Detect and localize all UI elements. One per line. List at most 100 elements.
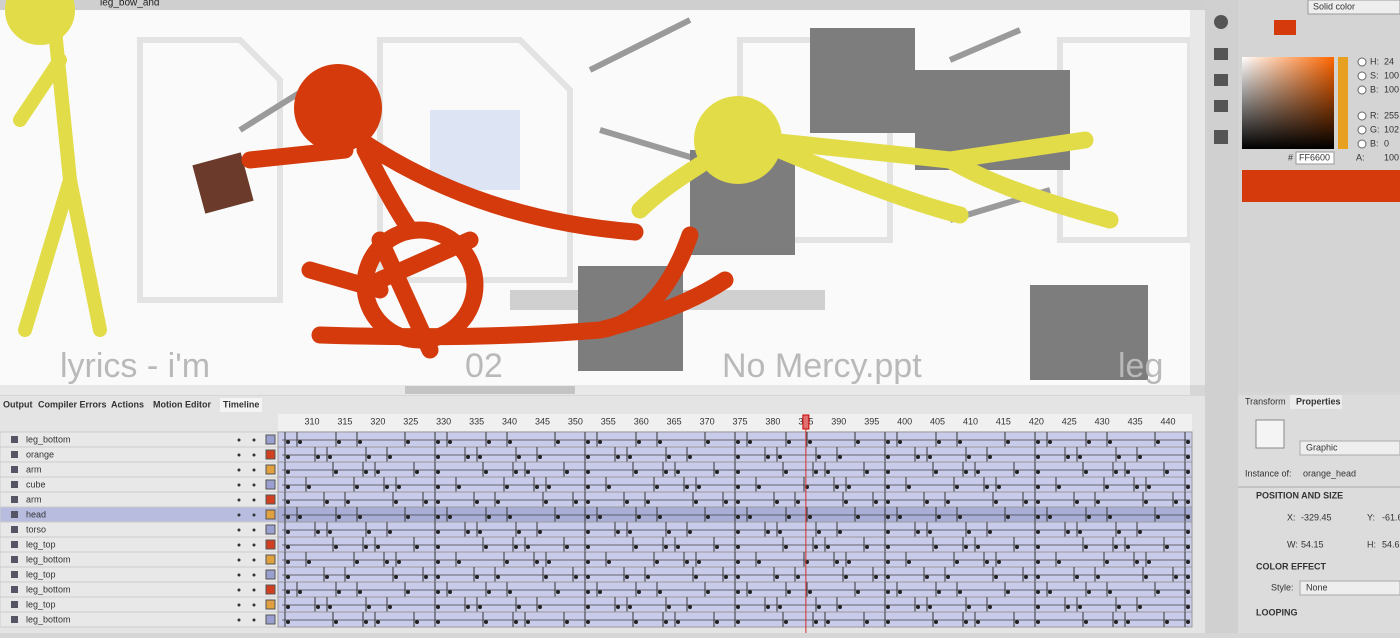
tab[interactable]: Properties	[1296, 396, 1341, 406]
section-title[interactable]: COLOR EFFECT	[1256, 561, 1326, 571]
tab[interactable]: Compiler Errors	[38, 399, 107, 409]
outline-box[interactable]	[265, 434, 276, 445]
layer-name[interactable]: leg_bottom	[26, 434, 71, 444]
lock-dot[interactable]	[252, 498, 256, 502]
scroll-thumb[interactable]	[405, 386, 575, 394]
outline-box[interactable]	[265, 584, 276, 595]
layer-name[interactable]: cube	[26, 479, 46, 489]
field-value[interactable]: 255	[1384, 110, 1399, 120]
outline-box[interactable]	[265, 509, 276, 520]
visibility-dot[interactable]	[237, 558, 241, 562]
scrollbar[interactable]	[1190, 10, 1205, 385]
visibility-dot[interactable]	[237, 603, 241, 607]
section-title[interactable]: POSITION AND SIZE	[1256, 490, 1343, 500]
visibility-dot[interactable]	[237, 543, 241, 547]
lock-dot[interactable]	[252, 528, 256, 532]
layer-name[interactable]: orange	[26, 449, 54, 459]
active-tab[interactable]	[220, 398, 262, 412]
outline-box[interactable]	[265, 524, 276, 535]
outline-box[interactable]	[265, 569, 276, 580]
label: H:	[1367, 539, 1376, 549]
outline-box[interactable]	[265, 479, 276, 490]
active-tab[interactable]	[1290, 395, 1342, 409]
tab[interactable]: Transform	[1245, 396, 1286, 406]
tab[interactable]: Timeline	[223, 399, 259, 409]
layer-row[interactable]	[0, 461, 279, 478]
keyframe	[907, 560, 911, 564]
tool-icons[interactable]	[1214, 15, 1228, 144]
lock-dot[interactable]	[252, 468, 256, 472]
layer-name[interactable]: leg_bottom	[26, 614, 71, 624]
field-value[interactable]: 100	[1384, 70, 1399, 80]
layer-name[interactable]: arm	[26, 494, 42, 504]
layer-row[interactable]	[0, 491, 279, 508]
tab[interactable]: Motion Editor	[153, 399, 211, 409]
radio[interactable]	[1357, 125, 1367, 135]
layer-name[interactable]: leg_top	[26, 599, 56, 609]
outline-box[interactable]	[265, 494, 276, 505]
lock-dot[interactable]	[252, 453, 256, 457]
tab[interactable]: Actions	[111, 399, 144, 409]
section-title[interactable]: LOOPING	[1256, 607, 1298, 617]
value[interactable]: 54.15	[1301, 539, 1324, 549]
lock-dot[interactable]	[252, 483, 256, 487]
visibility-dot[interactable]	[237, 453, 241, 457]
lock-dot[interactable]	[252, 513, 256, 517]
radio[interactable]	[1357, 57, 1367, 67]
field-value[interactable]: 102	[1384, 124, 1399, 134]
outline-box[interactable]	[265, 599, 276, 610]
lock-dot[interactable]	[252, 618, 256, 622]
outline-box[interactable]	[265, 554, 276, 565]
radio[interactable]	[1357, 111, 1367, 121]
lock-dot[interactable]	[252, 543, 256, 547]
visibility-dot[interactable]	[237, 483, 241, 487]
keyframe	[544, 575, 548, 579]
style-select[interactable]	[1299, 580, 1400, 596]
playhead[interactable]	[802, 414, 810, 430]
radio[interactable]	[1357, 139, 1367, 149]
type-select[interactable]	[1299, 440, 1400, 456]
lock-dot[interactable]	[252, 438, 256, 442]
visibility-dot[interactable]	[237, 588, 241, 592]
visibility-dot[interactable]	[237, 438, 241, 442]
layer-name[interactable]: arm	[26, 464, 42, 474]
visibility-dot[interactable]	[237, 573, 241, 577]
layer-name[interactable]: head	[26, 509, 46, 519]
field-value[interactable]: 100	[1384, 84, 1399, 94]
visibility-dot[interactable]	[237, 528, 241, 532]
scrollbar[interactable]	[0, 385, 1190, 395]
hue-slider[interactable]	[1338, 57, 1348, 149]
value[interactable]: -61.6	[1382, 512, 1400, 522]
frame-number: 315	[337, 416, 352, 426]
visibility-dot[interactable]	[237, 513, 241, 517]
field-value[interactable]: 24	[1384, 56, 1394, 66]
alpha[interactable]: 100	[1384, 152, 1399, 162]
lock-dot[interactable]	[252, 558, 256, 562]
layer-name[interactable]: torso	[26, 524, 46, 534]
radio[interactable]	[1357, 85, 1367, 95]
hex-field[interactable]	[1295, 151, 1335, 165]
layer-name[interactable]: leg_bottom	[26, 584, 71, 594]
tab[interactable]: Output	[3, 399, 33, 409]
outline-box[interactable]	[265, 614, 276, 625]
mode-select[interactable]	[1307, 0, 1400, 15]
visibility-dot[interactable]	[237, 618, 241, 622]
field-value[interactable]: 0	[1384, 138, 1389, 148]
value[interactable]: -329.45	[1301, 512, 1332, 522]
layer-name[interactable]: leg_top	[26, 539, 56, 549]
lock-dot[interactable]	[252, 588, 256, 592]
lock-dot[interactable]	[252, 573, 256, 577]
visibility-dot[interactable]	[237, 468, 241, 472]
layer-name[interactable]: leg_top	[26, 569, 56, 579]
layer-name[interactable]: leg_bottom	[26, 554, 71, 564]
lock-dot[interactable]	[252, 603, 256, 607]
outline-box[interactable]	[265, 464, 276, 475]
outline-box[interactable]	[265, 449, 276, 460]
symbol-name[interactable]: leg_bow_and	[100, 0, 160, 9]
outline-box[interactable]	[265, 539, 276, 550]
value[interactable]: 54.6	[1382, 539, 1400, 549]
visibility-dot[interactable]	[237, 498, 241, 502]
keyframe	[364, 545, 368, 549]
fill-swatch[interactable]	[1274, 20, 1296, 35]
radio[interactable]	[1357, 71, 1367, 81]
